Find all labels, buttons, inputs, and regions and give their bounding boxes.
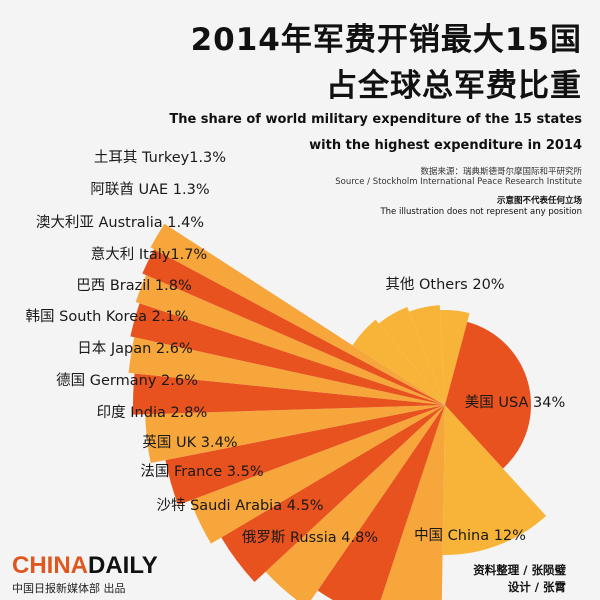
slice-4 — [265, 405, 445, 600]
label-saudi-arabia: 沙特 Saudi Arabia 4.5% — [156, 497, 323, 514]
label-china: 中国 China 12% — [414, 527, 526, 544]
slice-2 — [380, 405, 445, 600]
slice-5 — [221, 405, 445, 582]
slice-6 — [190, 405, 445, 544]
label-brazil: 巴西 Brazil 1.8% — [76, 278, 192, 294]
slice-others-part-3 — [409, 305, 445, 405]
label-australia: 澳大利亚 Australia 1.4% — [36, 214, 204, 231]
slice-8 — [145, 405, 445, 464]
slice-others-part-2 — [378, 307, 445, 405]
chinadaily-logo: CHINADAILY — [12, 552, 158, 580]
logo-part1: CHINA — [12, 552, 88, 579]
title-en-line2: with the highest expenditure in 2014 — [309, 138, 582, 153]
slice-14 — [150, 223, 446, 405]
label-italy: 意大利 Italy1.7% — [91, 245, 207, 263]
slice-3 — [317, 405, 445, 600]
slice-usa — [445, 321, 531, 469]
label-india: 印度 India 2.8% — [97, 404, 208, 421]
label-usa: 美国 USA 34% — [465, 394, 565, 411]
source-zh: 数据来源：瑞典斯德哥尔摩国际和平研究所 — [420, 167, 582, 177]
disclaimer-zh: 示意图不代表任何立场 — [496, 196, 582, 206]
label-uae: 阿联酋 UAE 1.3% — [90, 180, 209, 198]
label-uk: 英国 UK 3.4% — [142, 433, 237, 451]
title-en-line1: The share of world military expenditure … — [169, 112, 582, 127]
source-en: Source / Stockholm International Peace R… — [335, 177, 582, 187]
disclaimer-en: The illustration does not represent any … — [380, 207, 582, 217]
logo-part2: DAILY — [88, 552, 158, 579]
label-turkey: 土耳其 Turkey1.3% — [94, 149, 226, 166]
slice-10 — [128, 337, 445, 405]
slice-7 — [165, 405, 446, 505]
label-germany: 德国 Germany 2.6% — [56, 372, 198, 389]
label-others: 其他 Others 20% — [385, 276, 504, 293]
label-south-korea: 韩国 South Korea 2.1% — [26, 308, 189, 325]
slice-others-part-4 — [439, 310, 470, 405]
slice-13 — [142, 249, 446, 405]
label-japan: 日本 Japan 2.6% — [77, 340, 193, 357]
slice-1 — [442, 405, 547, 555]
publisher: 中国日报新媒体部 出品 — [12, 582, 126, 595]
label-russia: 俄罗斯 Russia 4.8% — [242, 529, 378, 546]
slice-11 — [130, 303, 446, 405]
slice-9 — [133, 373, 445, 415]
title-zh-line1: 2014年军费开销最大15国 — [190, 22, 582, 58]
slice-others-part-1 — [352, 319, 445, 405]
title-zh-line2: 占全球总军费比重 — [326, 68, 582, 104]
slice-12 — [135, 275, 446, 405]
credit-data: 资料整理 / 张陨璧 — [473, 563, 566, 577]
credit-design: 设计 / 张霄 — [507, 580, 566, 594]
label-france: 法国 France 3.5% — [140, 463, 263, 480]
